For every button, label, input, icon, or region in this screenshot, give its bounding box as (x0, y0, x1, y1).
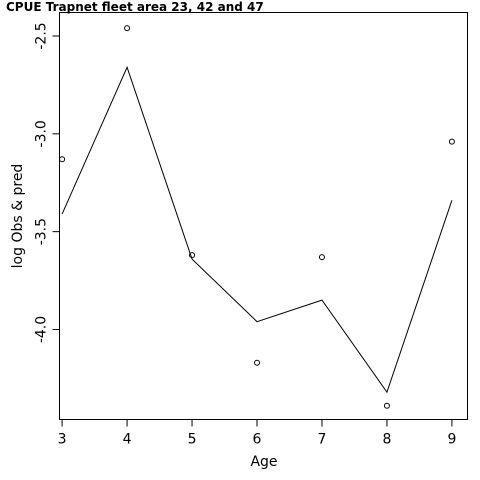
observed-point (59, 156, 66, 163)
x-tick-label: 8 (382, 432, 391, 448)
observed-point (383, 402, 390, 409)
predicted-line (61, 65, 453, 394)
y-tick-label: -4.0 (34, 316, 50, 343)
x-axis: 3 4 5 6 7 8 9 (58, 419, 456, 448)
x-tick-label: 9 (447, 432, 456, 448)
y-axis: -2.5 -3.0 -3.5 -4.0 (34, 22, 60, 343)
x-tick-label: 5 (188, 432, 197, 448)
plot-frame (59, 12, 468, 420)
x-tick-label: 6 (253, 432, 262, 448)
observed-point (254, 359, 261, 366)
x-tick-label: 3 (58, 432, 67, 448)
y-tick-label: -3.0 (34, 120, 50, 147)
series-layer (59, 25, 455, 409)
y-tick-label: -2.5 (34, 22, 50, 49)
x-tick-label: 7 (318, 432, 327, 448)
observed-point (124, 25, 131, 32)
y-axis-label: log Obs & pred (10, 164, 26, 269)
x-axis-label: Age (250, 454, 277, 470)
observed-point (318, 254, 325, 261)
y-tick-label: -3.5 (34, 218, 50, 245)
observed-point (448, 138, 455, 145)
x-tick-label: 4 (123, 432, 132, 448)
chart-title: CPUE Trapnet fleet area 23, 42 and 47 (6, 0, 264, 14)
